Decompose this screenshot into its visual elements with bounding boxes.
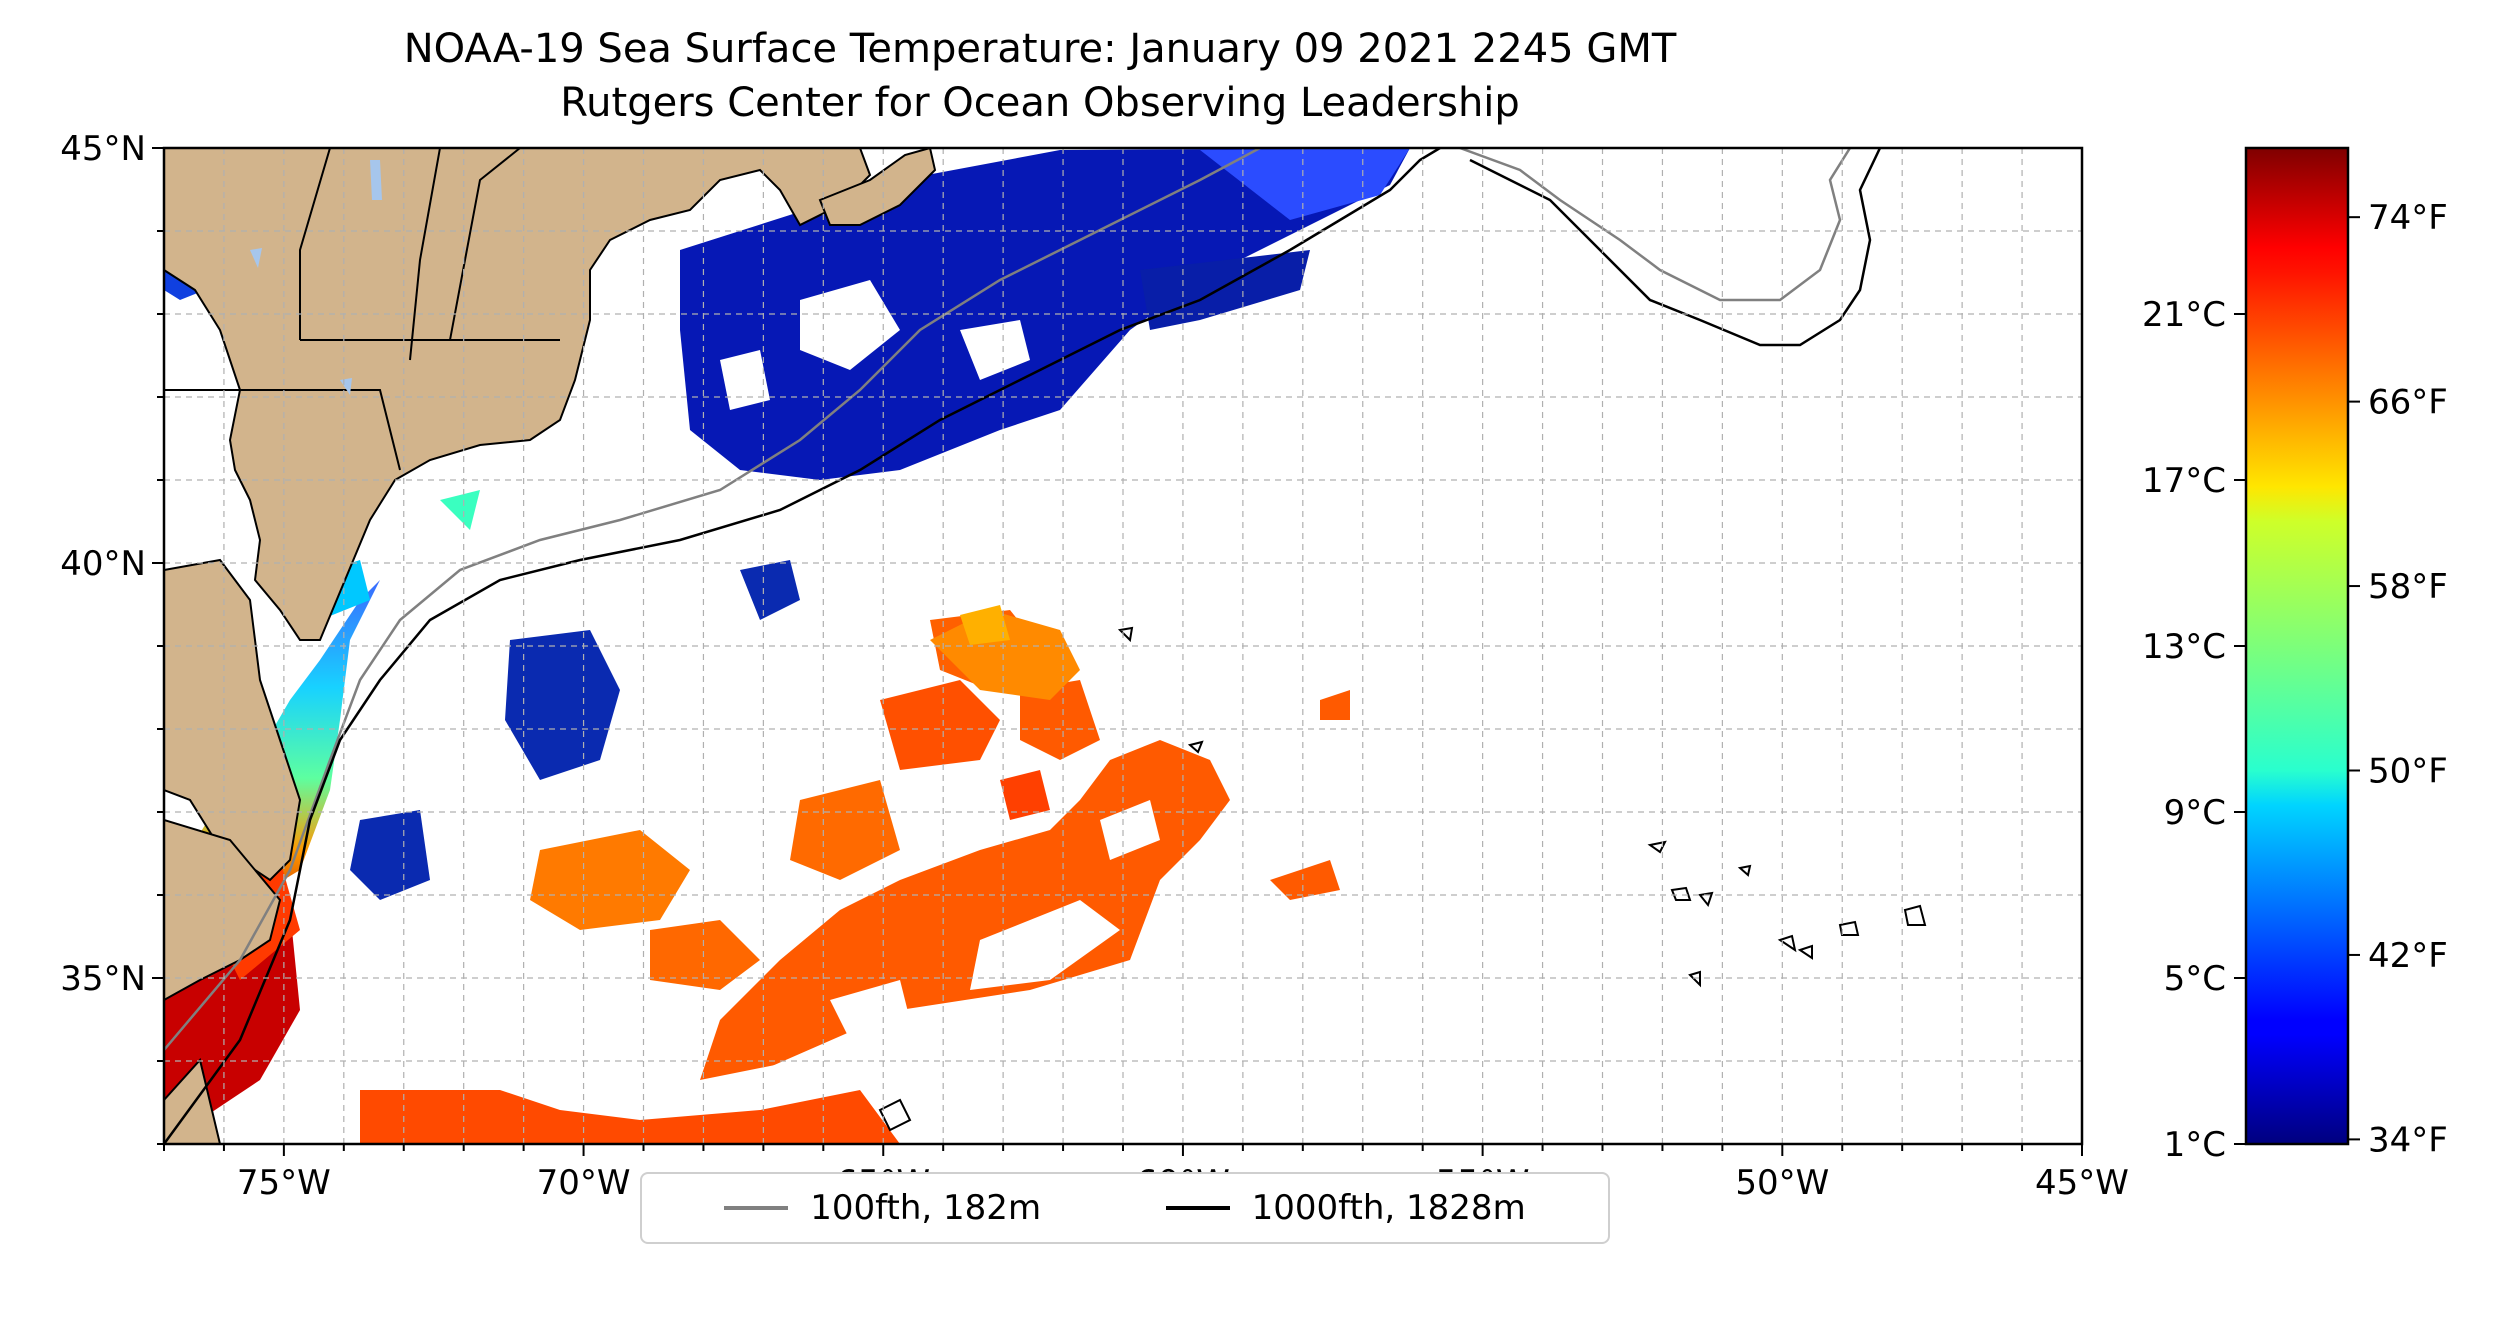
colorbar-fahrenheit-ticks: 34°F 42°F 50°F 58°F 66°F 74°F — [2348, 198, 2448, 1160]
lon-tick-label: 45°W — [2035, 1163, 2129, 1203]
legend-swatch-100fth — [724, 1206, 789, 1210]
colorbar-fahrenheit-label: 74°F — [2368, 198, 2448, 238]
title-line-1: NOAA-19 Sea Surface Temperature: January… — [403, 26, 1677, 72]
colorbar-celsius-label: 1°C — [2164, 1125, 2226, 1165]
lon-tick-label: 75°W — [237, 1163, 331, 1203]
title-line-2: Rutgers Center for Ocean Observing Leade… — [560, 80, 1520, 126]
legend-label-100fth: 100fth, 182m — [810, 1188, 1042, 1228]
latitude-axis: 35°N 40°N 45°N — [60, 129, 164, 1145]
colorbar-celsius-ticks: 1°C 5°C 9°C 13°C 17°C 21°C — [2142, 295, 2246, 1165]
contour-1000fth — [164, 148, 1882, 1144]
lon-tick-label: 50°W — [1735, 1163, 1829, 1203]
legend-swatch-1000fth — [1165, 1206, 1230, 1210]
colorbar-fahrenheit-label: 50°F — [2368, 752, 2448, 792]
colorbar-fahrenheit-label: 34°F — [2368, 1120, 2448, 1160]
colorbar-celsius-label: 17°C — [2142, 461, 2226, 501]
gridlines — [164, 148, 2082, 1144]
legend: 100fth, 182m 1000fth, 1828m — [640, 1172, 1610, 1244]
colorbar-fahrenheit-label: 66°F — [2368, 383, 2448, 423]
colorbar-fahrenheit-label: 42°F — [2368, 936, 2448, 976]
land-mass — [164, 148, 937, 1144]
colorbar-fahrenheit-label: 58°F — [2368, 567, 2448, 607]
bathymetry-contours — [164, 148, 1927, 1144]
contour-100fth — [164, 148, 1852, 1051]
colorbar-celsius-label: 13°C — [2142, 627, 2226, 667]
lat-tick-label: 35°N — [60, 959, 146, 999]
legend-item-1000fth: 1000fth, 1828m — [1165, 1188, 1526, 1228]
legend-label-1000fth: 1000fth, 1828m — [1251, 1188, 1526, 1228]
colorbar-celsius-label: 21°C — [2142, 295, 2226, 335]
map-content — [164, 148, 2082, 1144]
lon-tick-label: 70°W — [537, 1163, 631, 1203]
legend-item-100fth: 100fth, 182m — [724, 1188, 1041, 1228]
lat-tick-label: 40°N — [60, 544, 146, 584]
colorbar-celsius-label: 9°C — [2164, 793, 2226, 833]
sst-warm-patches — [360, 605, 1350, 1144]
lat-tick-label: 45°N — [60, 129, 146, 169]
colorbar — [2244, 146, 2350, 1146]
colorbar-celsius-label: 5°C — [2164, 959, 2226, 999]
